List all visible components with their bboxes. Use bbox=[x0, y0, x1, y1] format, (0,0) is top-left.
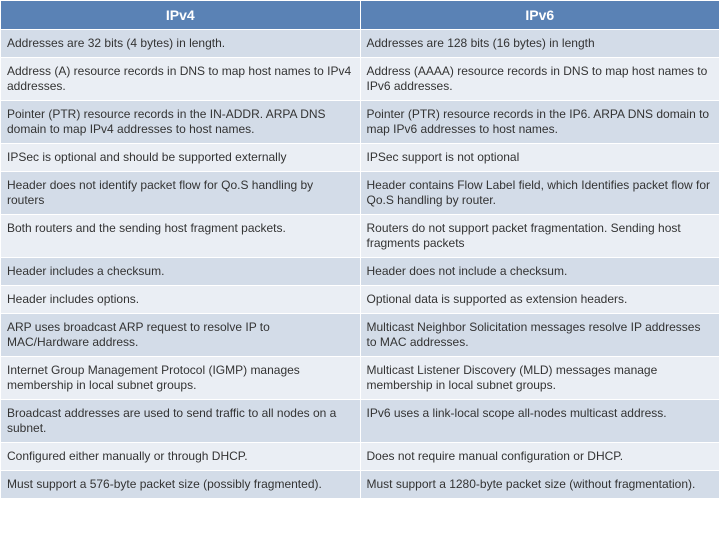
table-row: Addresses are 32 bits (4 bytes) in lengt… bbox=[1, 30, 720, 58]
cell-ipv4: IPSec is optional and should be supporte… bbox=[1, 144, 361, 172]
table-row: ARP uses broadcast ARP request to resolv… bbox=[1, 314, 720, 357]
cell-ipv6: Addresses are 128 bits (16 bytes) in len… bbox=[360, 30, 720, 58]
cell-ipv6: Multicast Neighbor Solicitation messages… bbox=[360, 314, 720, 357]
table-row: Header does not identify packet flow for… bbox=[1, 172, 720, 215]
table-row: Must support a 576-byte packet size (pos… bbox=[1, 471, 720, 499]
cell-ipv6: Header does not include a checksum. bbox=[360, 258, 720, 286]
cell-ipv6: Must support a 1280-byte packet size (wi… bbox=[360, 471, 720, 499]
table-row: IPSec is optional and should be supporte… bbox=[1, 144, 720, 172]
cell-ipv4: Address (A) resource records in DNS to m… bbox=[1, 58, 361, 101]
cell-ipv4: Broadcast addresses are used to send tra… bbox=[1, 400, 361, 443]
cell-ipv6: Pointer (PTR) resource records in the IP… bbox=[360, 101, 720, 144]
cell-ipv4: Configured either manually or through DH… bbox=[1, 443, 361, 471]
cell-ipv6: Address (AAAA) resource records in DNS t… bbox=[360, 58, 720, 101]
cell-ipv6: Optional data is supported as extension … bbox=[360, 286, 720, 314]
table-row: Broadcast addresses are used to send tra… bbox=[1, 400, 720, 443]
table-row: Header includes options. Optional data i… bbox=[1, 286, 720, 314]
cell-ipv6: Multicast Listener Discovery (MLD) messa… bbox=[360, 357, 720, 400]
table-row: Header includes a checksum. Header does … bbox=[1, 258, 720, 286]
table-row: Internet Group Management Protocol (IGMP… bbox=[1, 357, 720, 400]
cell-ipv4: Must support a 576-byte packet size (pos… bbox=[1, 471, 361, 499]
table-row: Pointer (PTR) resource records in the IN… bbox=[1, 101, 720, 144]
cell-ipv4: Header does not identify packet flow for… bbox=[1, 172, 361, 215]
cell-ipv4: Pointer (PTR) resource records in the IN… bbox=[1, 101, 361, 144]
table-header-row: IPv4 IPv6 bbox=[1, 1, 720, 30]
comparison-table: IPv4 IPv6 Addresses are 32 bits (4 bytes… bbox=[0, 0, 720, 499]
cell-ipv6: Does not require manual configuration or… bbox=[360, 443, 720, 471]
col-header-ipv6: IPv6 bbox=[360, 1, 720, 30]
cell-ipv6: Routers do not support packet fragmentat… bbox=[360, 215, 720, 258]
table-row: Configured either manually or through DH… bbox=[1, 443, 720, 471]
cell-ipv6: Header contains Flow Label field, which … bbox=[360, 172, 720, 215]
cell-ipv4: Internet Group Management Protocol (IGMP… bbox=[1, 357, 361, 400]
cell-ipv4: Header includes a checksum. bbox=[1, 258, 361, 286]
table-row: Address (A) resource records in DNS to m… bbox=[1, 58, 720, 101]
table-row: Both routers and the sending host fragme… bbox=[1, 215, 720, 258]
cell-ipv4: Both routers and the sending host fragme… bbox=[1, 215, 361, 258]
cell-ipv4: ARP uses broadcast ARP request to resolv… bbox=[1, 314, 361, 357]
col-header-ipv4: IPv4 bbox=[1, 1, 361, 30]
cell-ipv4: Header includes options. bbox=[1, 286, 361, 314]
cell-ipv6: IPv6 uses a link-local scope all-nodes m… bbox=[360, 400, 720, 443]
cell-ipv6: IPSec support is not optional bbox=[360, 144, 720, 172]
cell-ipv4: Addresses are 32 bits (4 bytes) in lengt… bbox=[1, 30, 361, 58]
